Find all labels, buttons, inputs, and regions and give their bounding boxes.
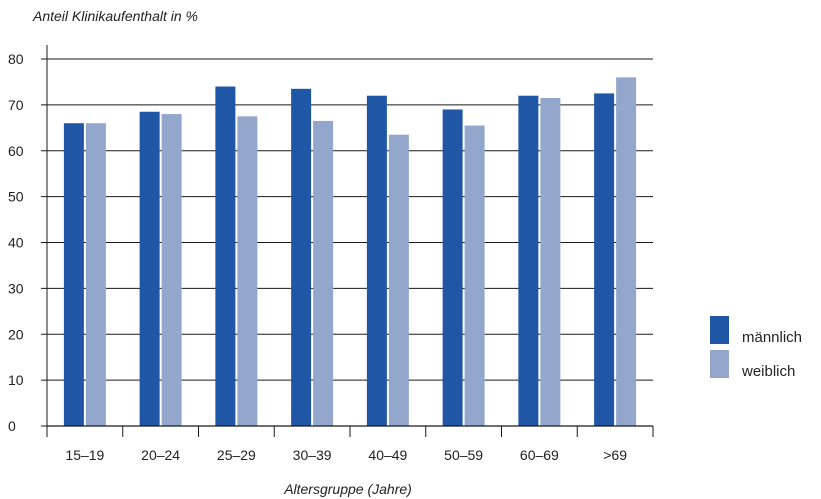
bar-männlich [215, 86, 236, 427]
bars [63, 77, 637, 427]
bar-männlich [63, 123, 84, 426]
bar-männlich [366, 95, 387, 426]
bar-weiblich [464, 125, 485, 427]
y-tick-label: 10 [8, 372, 24, 388]
bar-männlich [518, 95, 539, 426]
bar-weiblich [313, 120, 334, 427]
bar-weiblich [540, 97, 561, 427]
y-tick-label: 20 [8, 326, 24, 342]
bar-männlich [291, 88, 312, 426]
x-tick-label: >69 [603, 447, 627, 463]
x-tick-label: 25–29 [217, 447, 256, 463]
legend-swatch [710, 316, 729, 344]
y-axis-title: Anteil Klinikaufenthalt in % [32, 8, 198, 24]
y-tick-label: 30 [8, 280, 24, 296]
y-tick-label: 50 [8, 189, 24, 205]
legend-label: weiblich [741, 363, 795, 380]
y-tick-label: 80 [8, 51, 24, 67]
bar-weiblich [161, 114, 182, 427]
gridlines [47, 58, 653, 381]
y-axis: 0 10 20 30 40 50 60 70 80 [8, 45, 48, 434]
x-axis-title: Altersgruppe (Jahre) [283, 481, 412, 497]
bar-weiblich [616, 77, 637, 426]
x-tick-label: 30–39 [293, 447, 332, 463]
y-tick-label: 40 [8, 235, 24, 251]
x-axis: 15–19 20–24 25–29 30–39 40–49 50–59 60–69 >69 [46, 425, 654, 463]
bar-männlich [139, 111, 160, 426]
legend-label: männlich [742, 329, 802, 346]
bar-weiblich [388, 134, 409, 426]
x-tick-label: 50–59 [444, 447, 483, 463]
y-tick-label: 0 [8, 418, 16, 434]
x-tick-label: 20–24 [141, 447, 180, 463]
x-tick-label: 15–19 [65, 447, 104, 463]
legend-swatch [710, 350, 729, 378]
y-tick-label: 60 [8, 143, 24, 159]
legend: männlich weiblich [710, 316, 802, 380]
x-tick-label: 40–49 [368, 447, 407, 463]
bar-männlich [442, 109, 463, 427]
bar-weiblich [85, 123, 106, 426]
y-tick-label: 70 [8, 97, 24, 113]
bar-weiblich [237, 116, 258, 426]
bar-männlich [594, 93, 615, 426]
x-tick-label: 60–69 [520, 447, 559, 463]
